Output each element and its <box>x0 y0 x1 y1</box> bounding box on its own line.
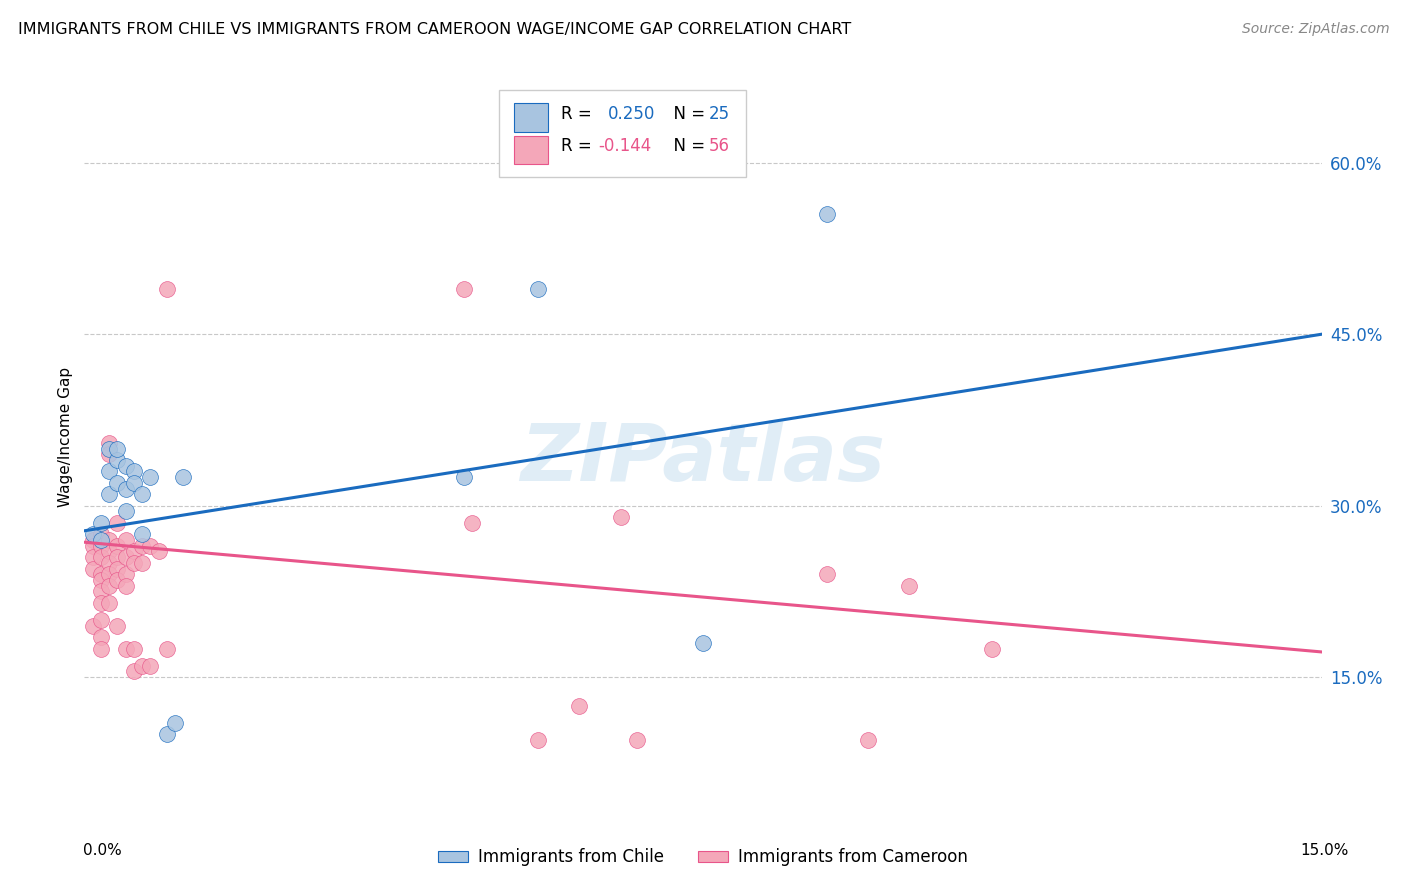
Text: 15.0%: 15.0% <box>1301 843 1348 858</box>
Point <box>131 527 153 541</box>
Point <box>114 550 136 565</box>
Text: 56: 56 <box>709 136 730 155</box>
Point <box>139 539 162 553</box>
Text: N =: N = <box>664 104 711 122</box>
Point <box>156 281 179 295</box>
Point <box>114 482 136 496</box>
Point <box>131 556 153 570</box>
Point <box>82 561 104 575</box>
Point <box>131 658 153 673</box>
Point <box>105 618 128 632</box>
Point <box>90 567 112 582</box>
Point <box>98 533 121 547</box>
Point <box>898 579 921 593</box>
Point <box>105 561 128 575</box>
Text: 25: 25 <box>709 104 730 122</box>
Point <box>105 573 128 587</box>
Point <box>105 475 128 490</box>
Point <box>114 504 136 518</box>
Point <box>90 630 112 644</box>
Point <box>453 470 475 484</box>
Point <box>98 487 121 501</box>
Point <box>90 584 112 599</box>
Point <box>82 539 104 553</box>
Point <box>98 435 121 450</box>
Point <box>156 727 179 741</box>
Text: ZIPatlas: ZIPatlas <box>520 420 886 498</box>
Point <box>90 516 112 530</box>
Point <box>105 550 128 565</box>
Point <box>82 533 104 547</box>
Point <box>98 442 121 456</box>
Point <box>815 567 838 582</box>
Text: N =: N = <box>664 136 711 155</box>
FancyBboxPatch shape <box>513 136 548 164</box>
Point <box>114 533 136 547</box>
Point <box>105 453 128 467</box>
Text: 0.0%: 0.0% <box>83 843 122 858</box>
Point <box>105 516 128 530</box>
FancyBboxPatch shape <box>499 90 747 178</box>
Text: R =: R = <box>561 104 596 122</box>
Point <box>692 636 714 650</box>
Point <box>453 281 475 295</box>
Point <box>98 556 121 570</box>
Point <box>114 567 136 582</box>
Point <box>90 527 112 541</box>
Point <box>568 698 591 713</box>
Point <box>980 641 1002 656</box>
Point <box>148 544 170 558</box>
Point <box>114 641 136 656</box>
Point <box>527 281 550 295</box>
Point <box>165 715 187 730</box>
Text: -0.144: -0.144 <box>598 136 651 155</box>
Text: 0.250: 0.250 <box>607 104 655 122</box>
Point <box>172 470 194 484</box>
Point <box>461 516 484 530</box>
Point <box>98 596 121 610</box>
Point <box>122 544 145 558</box>
Point <box>90 613 112 627</box>
Point <box>122 665 145 679</box>
Point <box>527 733 550 747</box>
Point <box>609 510 631 524</box>
Point <box>105 442 128 456</box>
Point <box>139 658 162 673</box>
Point <box>122 475 145 490</box>
Text: R =: R = <box>561 136 596 155</box>
Point <box>131 487 153 501</box>
Point <box>114 579 136 593</box>
Point <box>82 550 104 565</box>
Point <box>98 447 121 461</box>
Point <box>139 470 162 484</box>
Point <box>626 733 648 747</box>
FancyBboxPatch shape <box>513 103 548 132</box>
Point <box>98 579 121 593</box>
Point <box>856 733 879 747</box>
Point <box>90 550 112 565</box>
Point <box>122 641 145 656</box>
Point <box>90 596 112 610</box>
Point <box>98 464 121 478</box>
Point <box>815 207 838 221</box>
Text: IMMIGRANTS FROM CHILE VS IMMIGRANTS FROM CAMEROON WAGE/INCOME GAP CORRELATION CH: IMMIGRANTS FROM CHILE VS IMMIGRANTS FROM… <box>18 22 852 37</box>
Point <box>122 556 145 570</box>
Point <box>122 464 145 478</box>
Point <box>90 539 112 553</box>
Point <box>156 641 179 656</box>
Y-axis label: Wage/Income Gap: Wage/Income Gap <box>58 367 73 508</box>
Point <box>90 641 112 656</box>
Point <box>98 544 121 558</box>
Point <box>98 567 121 582</box>
Point <box>82 527 104 541</box>
Legend: Immigrants from Chile, Immigrants from Cameroon: Immigrants from Chile, Immigrants from C… <box>432 842 974 873</box>
Point <box>105 539 128 553</box>
Point <box>131 539 153 553</box>
Text: Source: ZipAtlas.com: Source: ZipAtlas.com <box>1241 22 1389 37</box>
Point <box>114 458 136 473</box>
Point <box>82 618 104 632</box>
Point <box>90 533 112 547</box>
Point <box>90 573 112 587</box>
